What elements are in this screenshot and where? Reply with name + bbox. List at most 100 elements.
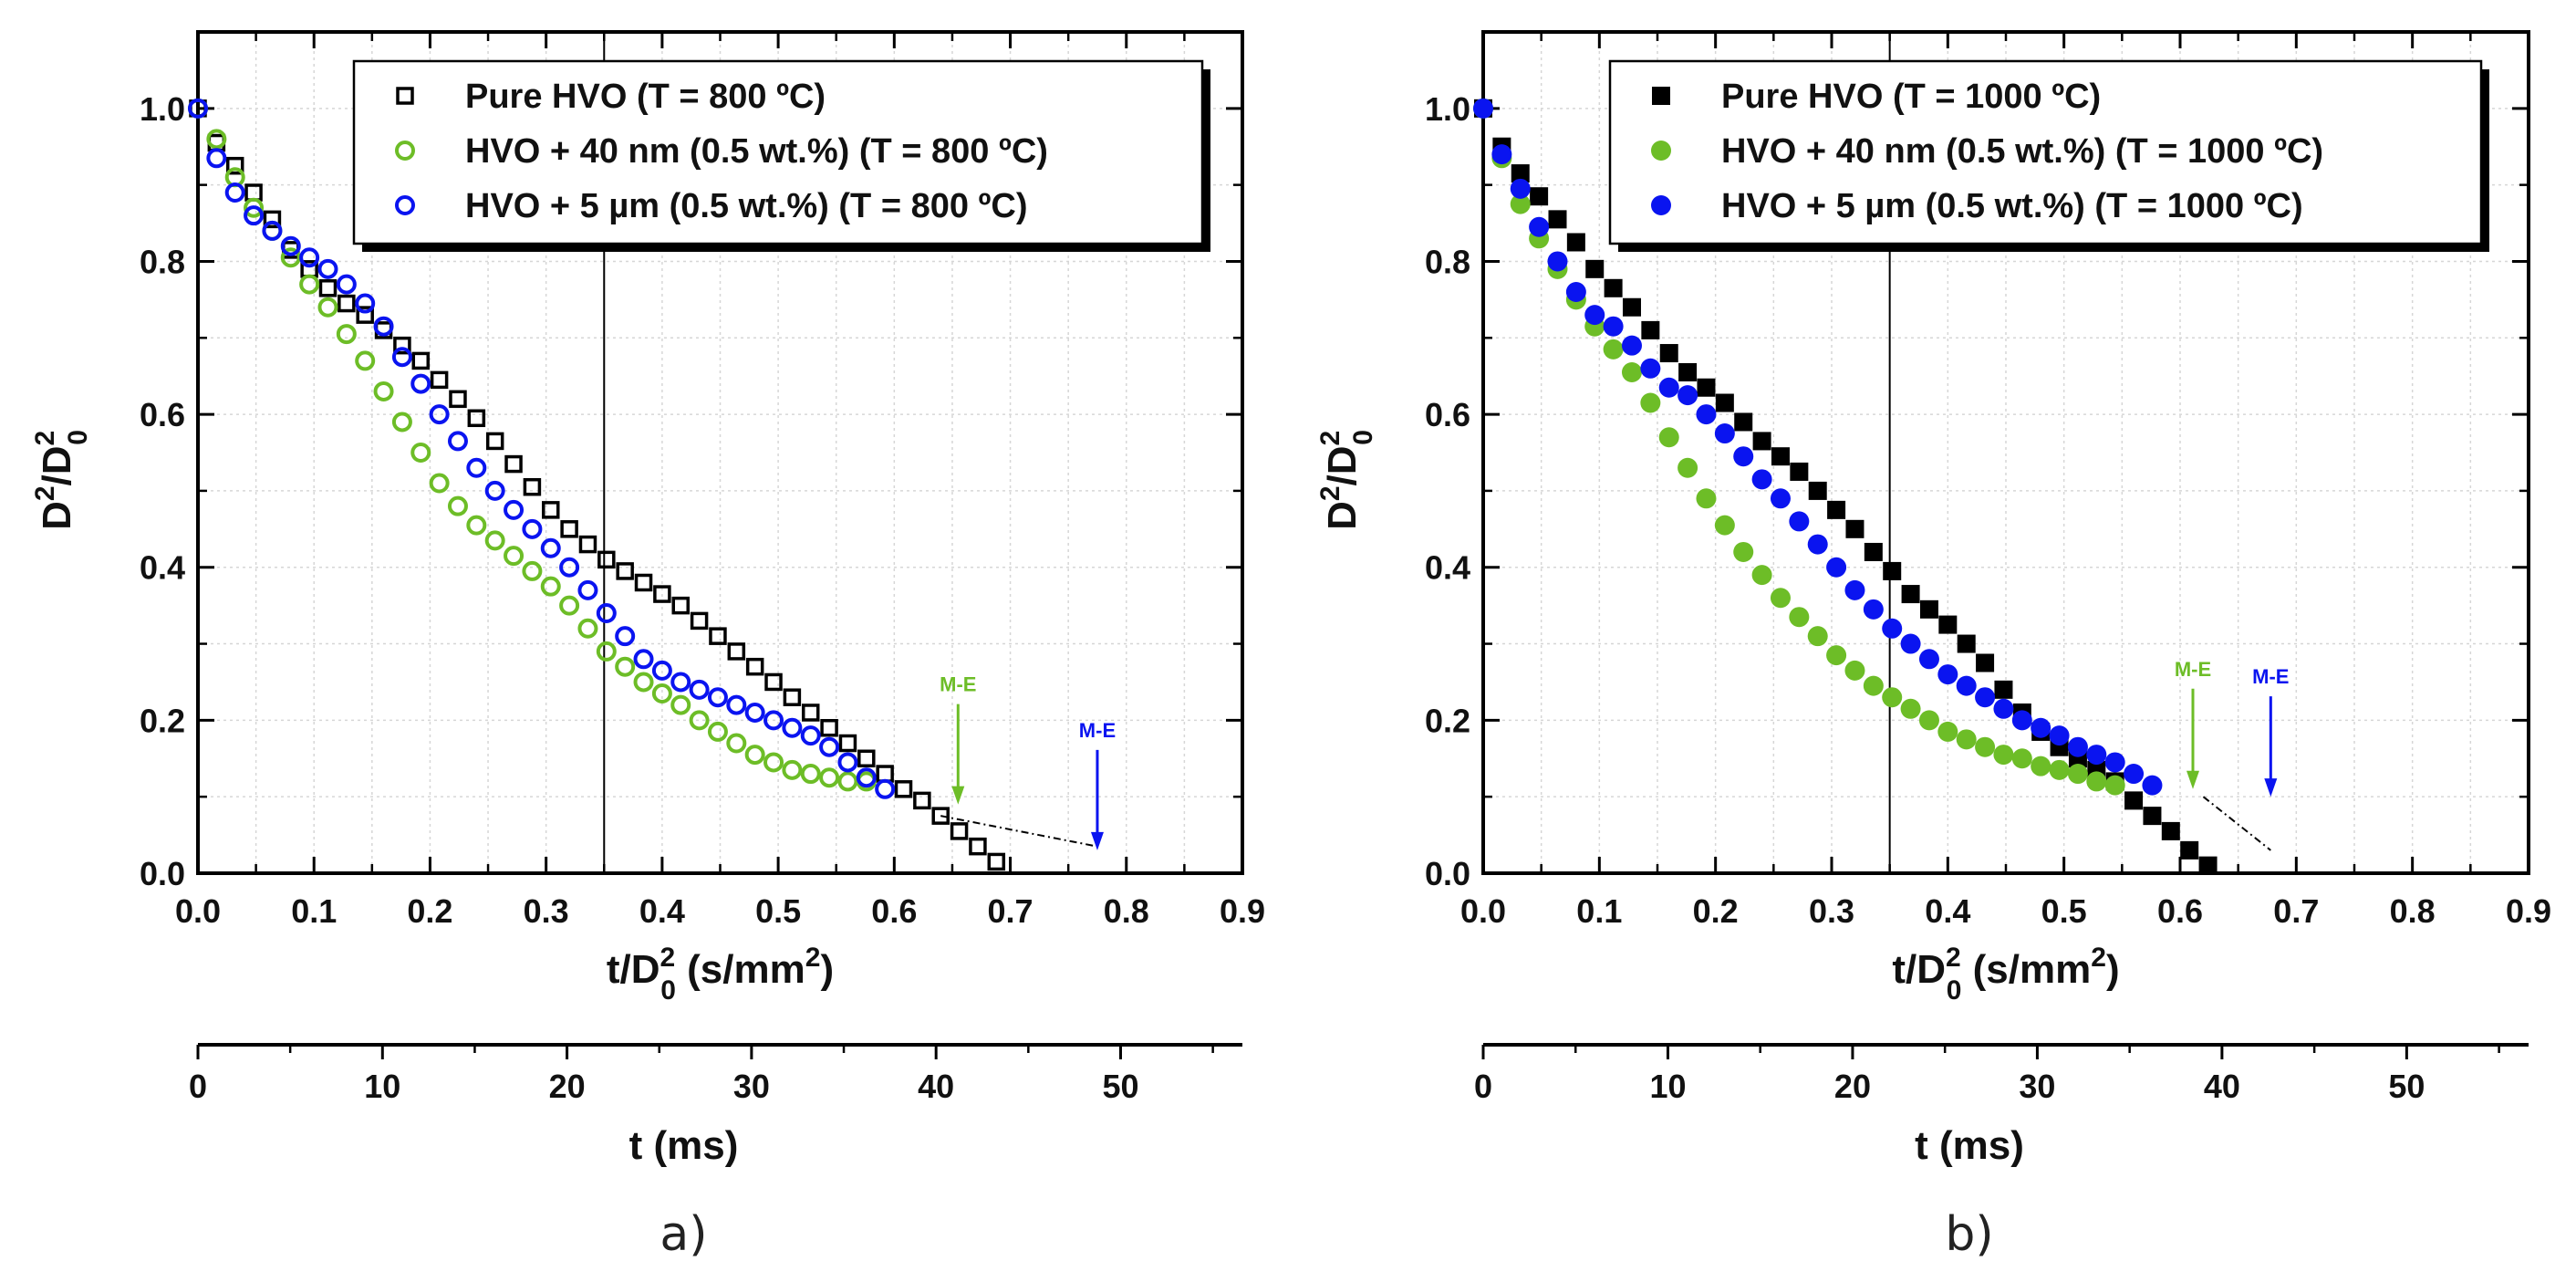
data-point-circle [1770, 588, 1791, 609]
data-point-circle [244, 205, 265, 226]
data-point-square [634, 573, 653, 592]
data-point-circle [782, 759, 803, 780]
data-point-circle [466, 515, 487, 536]
annotation-arrowhead [2186, 770, 2200, 789]
legend-marker-circle [1651, 141, 1671, 161]
data-point-square [1976, 653, 1995, 672]
data-point-circle [1863, 675, 1884, 696]
data-point-circle [373, 316, 394, 337]
data-point-circle [484, 530, 505, 551]
data-point-square [1659, 344, 1678, 363]
data-point-circle [744, 702, 765, 723]
x-axis-title-main: t/D [1892, 947, 1946, 992]
data-point-circle [1640, 358, 1661, 379]
y-axis-title-sup2: 2 [30, 431, 60, 446]
data-point-circle [651, 660, 672, 681]
data-point-circle [670, 694, 691, 715]
data-point-square [1845, 519, 1864, 538]
data-point-square [801, 704, 820, 722]
data-point-circle [1696, 404, 1717, 425]
data-point-circle [522, 560, 543, 581]
data-point-circle [355, 293, 376, 314]
x-axis-title-unit: (s/mm [1961, 947, 2091, 992]
data-point-square [449, 390, 467, 409]
legend-marker-square [396, 87, 414, 105]
secondary-x-tick-label: 20 [549, 1068, 586, 1105]
data-point-square [1734, 412, 1753, 432]
secondary-x-axis-title: t (ms) [1915, 1123, 2024, 1168]
data-point-circle [1956, 675, 1977, 696]
x-axis-title-unit-sup: 2 [2091, 943, 2106, 973]
x-axis-title: t/D2 0 (s/mm2) [607, 943, 834, 1006]
data-point-circle [188, 98, 208, 119]
data-point-square [356, 306, 374, 324]
data-point-circle [410, 443, 431, 463]
legend: Pure HVO (T = 800 ºC) HVO + 40 nm (0.5 wt… [352, 59, 1210, 252]
data-point-circle [1678, 385, 1698, 406]
y-axis-title-sup: 2 [1315, 485, 1345, 501]
y-tick-label: 0.6 [140, 396, 185, 433]
x-tick-label: 0.3 [524, 892, 569, 930]
data-point-square [653, 585, 671, 603]
data-point-circle [707, 721, 728, 742]
data-point-square [1566, 233, 1585, 252]
data-point-circle [819, 736, 840, 757]
x-axis-title-sup: 2 [1946, 943, 1961, 973]
data-point-circle [1937, 664, 1958, 685]
x-tick-label: 0.6 [871, 892, 917, 930]
data-point-square [225, 156, 244, 175]
data-point-square [616, 562, 634, 580]
data-point-circle [373, 380, 394, 401]
data-point-circle [1956, 729, 1977, 750]
data-point-circle [1826, 645, 1847, 666]
data-point-square [2180, 840, 2199, 860]
secondary-x-axis: 0 10 20 30 40 50 t (ms) [189, 1043, 1242, 1168]
x-axis-title-end: ) [820, 947, 834, 992]
x-tick-label: 0.5 [2041, 892, 2087, 930]
data-point-square [1771, 447, 1790, 466]
data-point-circle [800, 725, 821, 746]
secondary-x-tick-label: 40 [918, 1068, 954, 1105]
legend: Pure HVO (T = 1000 ºC) HVO + 40 nm (0.5 w… [1608, 59, 2489, 252]
data-point-circle [1918, 710, 1939, 731]
data-point-circle [1918, 649, 1939, 670]
y-tick-label: 0.2 [1425, 702, 1470, 739]
y-tick-label: 0.0 [140, 855, 185, 892]
data-point-circle [1807, 626, 1828, 647]
data-point-square [504, 454, 523, 474]
data-point-square [1715, 393, 1734, 412]
y-tick-label: 0.0 [1425, 855, 1470, 892]
y-axis-title-sup: 2 [30, 485, 60, 501]
legend-entry-label: Pure HVO (T = 1000 ºC) [1721, 78, 2101, 116]
y-axis-title-mid: /D [35, 445, 79, 485]
x-tick-label: 0.0 [1460, 892, 1506, 930]
y-axis-title: D2/D2 0 [1315, 430, 1378, 530]
y-axis-title: D2/D2 0 [30, 430, 93, 530]
data-point-square [2143, 807, 2162, 826]
data-point-circle [819, 767, 840, 788]
data-point-circle [1900, 698, 1921, 719]
y-tick-label: 0.8 [140, 243, 185, 280]
series-0 [189, 99, 1006, 871]
secondary-x-tick-label: 30 [733, 1068, 770, 1105]
data-point-circle [1975, 736, 1996, 757]
data-point-square [523, 477, 542, 496]
data-point-circle [280, 235, 301, 256]
data-point-circle [651, 683, 672, 704]
x-tick-label: 0.6 [2157, 892, 2203, 930]
data-point-circle [1770, 488, 1791, 509]
data-point-circle [1640, 392, 1661, 413]
data-point-circle [317, 297, 338, 318]
data-point-square [2124, 791, 2144, 810]
annotation-arrowhead [951, 786, 965, 805]
data-point-circle [763, 710, 784, 731]
data-point-circle [2124, 764, 2145, 785]
data-point-square [838, 734, 857, 753]
legend-entry-label: HVO + 40 nm (0.5 wt.%) (T = 1000 ºC) [1721, 132, 2323, 171]
annotation-arrowhead [1090, 831, 1104, 850]
data-point-circle [2011, 748, 2032, 769]
x-axis-title-end: ) [2106, 947, 2120, 992]
data-point-square [1790, 462, 1809, 481]
data-point-square [727, 642, 746, 661]
